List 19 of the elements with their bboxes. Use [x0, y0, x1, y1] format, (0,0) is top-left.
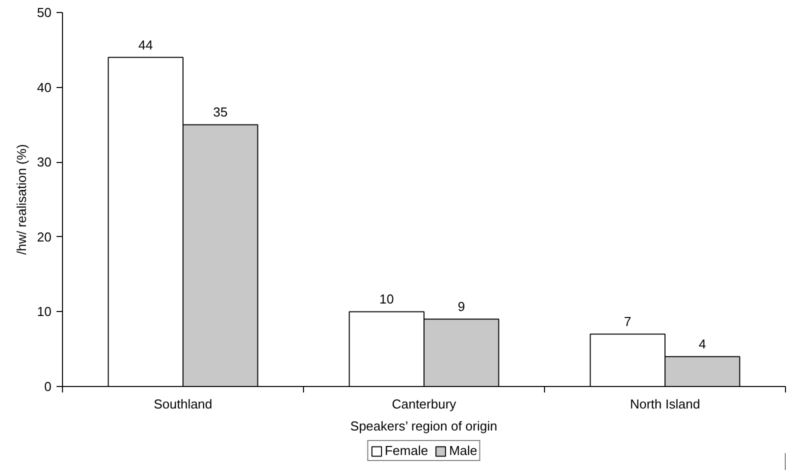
y-axis-title: /hw/ realisation (%) [14, 144, 30, 255]
y-tick-label: 30 [37, 154, 52, 170]
y-tick-label: 0 [44, 379, 52, 394]
y-tick-label: 50 [37, 5, 52, 20]
data-label: 44 [138, 37, 153, 52]
legend-label: Male [449, 443, 478, 458]
data-label: 7 [624, 314, 632, 330]
x-tick-label: North Island [630, 396, 700, 412]
data-label: 10 [379, 292, 394, 307]
y-tick-label: 40 [37, 80, 52, 95]
x-axis-title: Speakers’ region of origin [350, 418, 498, 434]
y-tick-label: 20 [37, 229, 52, 244]
x-tick-label: Southland [154, 396, 212, 412]
data-label: 9 [458, 299, 465, 314]
data-label: 35 [213, 104, 228, 120]
y-tick-label: 10 [37, 304, 52, 320]
data-label: 4 [698, 336, 706, 352]
legend-label: Female [384, 443, 428, 458]
x-tick-label: Canterbury [392, 396, 457, 412]
